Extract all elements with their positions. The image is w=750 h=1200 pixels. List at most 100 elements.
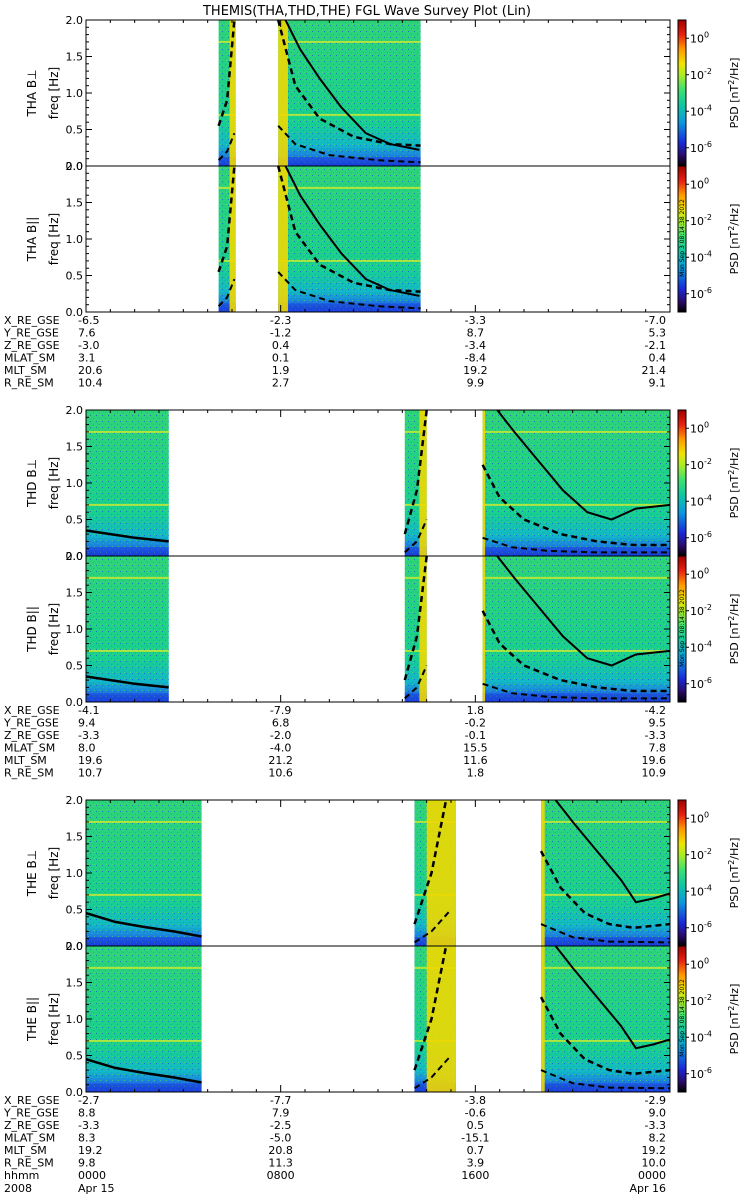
colorbar-tick-base: 10 bbox=[690, 568, 704, 581]
colorbar-label-sup: 2 bbox=[727, 470, 736, 475]
ephemeris-value: 6.8 bbox=[272, 717, 290, 730]
bright-band bbox=[419, 556, 427, 702]
harmonic-line bbox=[86, 576, 169, 579]
ephemeris-value: -3.3 bbox=[645, 1119, 666, 1132]
bright-band bbox=[482, 556, 486, 702]
time-tick-date: Apr 15 bbox=[78, 1182, 115, 1195]
dashed-curve-lower bbox=[277, 125, 421, 164]
ephemeris-value: 11.6 bbox=[463, 754, 488, 767]
colorbar-tick-base: 10 bbox=[690, 812, 704, 825]
colorbar-tick-label: 10-2 bbox=[690, 603, 712, 618]
colorbar-tick-label: 10-6 bbox=[690, 530, 712, 545]
spectrogram-noise bbox=[278, 166, 421, 312]
low-freq-band bbox=[86, 693, 169, 702]
ephemeris-value: 9.0 bbox=[649, 1107, 667, 1120]
ephemeris-value: 8.7 bbox=[467, 327, 485, 340]
colorbar-tick-exponent: -2 bbox=[704, 993, 712, 1002]
timestamp-stamp: Mon Sep 3 08:14:38 2012 bbox=[679, 589, 686, 667]
colorbar bbox=[677, 19, 687, 167]
dashed-curve-upper bbox=[403, 410, 428, 535]
harmonic-line bbox=[482, 503, 670, 506]
colorbar-label-end: /Hz] bbox=[728, 448, 741, 470]
colorbar-tick-label: 10-4 bbox=[690, 639, 712, 654]
figure-title: THEMIS(THA,THD,THE) FGL Wave Survey Plot… bbox=[202, 4, 531, 19]
ephemeris-value: -2.3 bbox=[270, 314, 291, 327]
colorbar-tick-exponent: -4 bbox=[704, 883, 712, 892]
spectrogram-noise bbox=[482, 410, 670, 556]
colorbar-label: PSD [nT2/Hz] bbox=[727, 594, 741, 665]
freq-axis-label: freq [Hz] bbox=[47, 213, 61, 265]
colorbar-tick-label: 10-6 bbox=[690, 676, 712, 691]
ephemeris-value: 0.4 bbox=[649, 352, 667, 365]
ephemeris-value: 15.5 bbox=[463, 742, 488, 755]
ephemeris-row-label: MLT_SM bbox=[4, 364, 47, 377]
colorbar-label-sup: 2 bbox=[727, 80, 736, 85]
ephemeris-value: -0.2 bbox=[465, 717, 486, 730]
ephemeris-value: -3.3 bbox=[78, 729, 99, 742]
harmonic-line bbox=[218, 259, 236, 262]
harmonic-line bbox=[218, 40, 236, 43]
ephemeris-value: 9.4 bbox=[78, 717, 96, 730]
colorbar-tick-base: 10 bbox=[690, 995, 704, 1008]
colorbar-tick-base: 10 bbox=[690, 251, 704, 264]
time-tick-hhmm: 0800 bbox=[267, 1169, 295, 1182]
low-freq-band bbox=[278, 303, 421, 312]
ephemeris-thd: X_RE_GSE -4.1 -7.9 1.8 -4.2 Y_RE_GSE 9.4 6.8 -0.… bbox=[3, 704, 666, 780]
dashed-curve-lower bbox=[217, 132, 236, 161]
dashed-curve-lower bbox=[404, 665, 428, 700]
colorbar-tick-exponent: -2 bbox=[704, 847, 712, 856]
colorbar-label-end: /Hz] bbox=[728, 58, 741, 80]
colorbar-tick-exponent: -6 bbox=[704, 676, 712, 685]
freq-axis-label: freq [Hz] bbox=[47, 457, 61, 509]
y-tick-label: 1.5 bbox=[66, 587, 84, 600]
colorbar-tick-base: 10 bbox=[690, 958, 704, 971]
colorbar-label-end: /Hz] bbox=[728, 594, 741, 616]
ephemeris-tha: X_RE_GSE -6.5 -2.3 -3.3 -7.0 Y_RE_GSE 7.6 -1.2 8… bbox=[3, 314, 666, 390]
y-tick-label: 2.0 bbox=[66, 794, 84, 807]
colorbar-tick-exponent: 0 bbox=[704, 30, 709, 39]
harmonic-line bbox=[278, 186, 421, 189]
harmonic-line bbox=[482, 649, 670, 652]
dashed-curve-lower bbox=[217, 278, 236, 307]
colorbar-tick-exponent: -4 bbox=[704, 1029, 712, 1038]
harmonic-line bbox=[218, 186, 236, 189]
ephemeris-value: -8.4 bbox=[465, 352, 486, 365]
colorbar-tick-base: 10 bbox=[690, 678, 704, 691]
ephemeris-value: -2.7 bbox=[78, 1094, 99, 1107]
ephemeris-value: 0.5 bbox=[467, 1119, 485, 1132]
colorbar-tick-exponent: -6 bbox=[704, 530, 712, 539]
ephemeris-value: -6.5 bbox=[78, 314, 99, 327]
low-freq-band bbox=[541, 1083, 670, 1092]
colorbar-tick-label: 10-2 bbox=[690, 847, 712, 862]
ephemeris-value: 8.8 bbox=[78, 1107, 96, 1120]
spectrogram-noise bbox=[278, 20, 421, 166]
low-freq-band bbox=[218, 157, 236, 166]
y-tick-label: 2.0 bbox=[66, 404, 84, 417]
dashed-curve-upper bbox=[539, 850, 670, 930]
ephemeris-row-label: X_RE_GSE bbox=[4, 704, 60, 717]
y-tick-label: 0.5 bbox=[66, 124, 84, 137]
ephemeris-row-label: X_RE_GSE bbox=[4, 314, 60, 327]
colorbar-tick-base: 10 bbox=[690, 495, 704, 508]
ephemeris-value: -3.4 bbox=[465, 339, 486, 352]
harmonic-line bbox=[86, 430, 169, 433]
spectrogram-area bbox=[86, 946, 670, 1092]
solid-curve-upper bbox=[496, 556, 670, 667]
ephemeris-the: X_RE_GSE -2.7 -7.7 -3.8 -2.9 Y_RE_GSE 8.8 7.9 -0… bbox=[3, 1094, 666, 1170]
colorbar-tick-label: 10-4 bbox=[690, 1029, 712, 1044]
probe-component-label: THA B|| bbox=[25, 217, 39, 263]
ephemeris-value: -3.0 bbox=[78, 339, 99, 352]
colorbar-tick-exponent: -2 bbox=[704, 603, 712, 612]
ephemeris-value: 0.4 bbox=[272, 339, 290, 352]
ephemeris-value: -3.3 bbox=[645, 729, 666, 742]
colorbar-tick-exponent: 0 bbox=[704, 176, 709, 185]
ephemeris-value: 8.3 bbox=[78, 1132, 96, 1145]
ephemeris-value: 1.8 bbox=[467, 767, 485, 780]
dashed-curve-lower bbox=[482, 682, 670, 700]
ephemeris-value: 9.1 bbox=[649, 377, 667, 390]
dashed-curve-lower bbox=[540, 923, 670, 944]
ephemeris-value: 21.4 bbox=[642, 364, 667, 377]
